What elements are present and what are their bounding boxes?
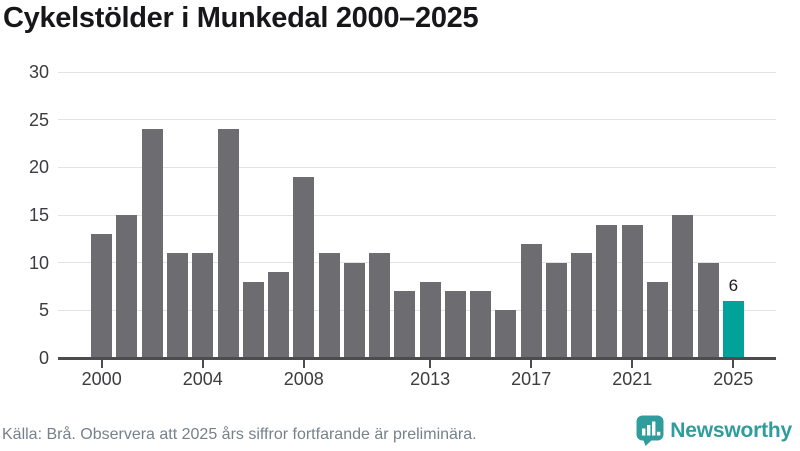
bar-2016 [495,310,517,358]
bar-2012 [394,291,416,358]
bar-2020 [596,224,618,358]
x-axis-label-2021: 2021 [612,369,653,389]
bar-2025 [722,300,744,358]
x-tick-2004 [201,359,204,368]
bar-2005 [217,129,239,358]
bar-chart-speech-bubble-icon [636,415,664,446]
x-axis-label-2017: 2017 [511,369,552,389]
x-axis-line [58,356,776,360]
bar-2006 [242,281,264,358]
x-axis-label-2013: 2013 [410,369,451,389]
bar-2023 [672,215,694,358]
gridline-y30 [58,71,776,73]
bar-2022 [647,281,668,358]
newsworthy-logo: Newsworthy [636,415,792,446]
highlight-value-label: 6 [728,275,739,295]
bar-2014 [444,291,466,358]
newsworthy-wordmark: Newsworthy [670,418,792,442]
bar-2001 [116,215,138,358]
bar-2018 [545,262,567,358]
x-tick-2000 [100,359,103,368]
bar-2010 [343,262,365,358]
bar-2011 [369,253,391,358]
source-note: Källa: Brå. Observera att 2025 års siffr… [2,426,477,443]
gridline-y15 [58,214,776,216]
bar-2015 [470,291,492,358]
bar-2007 [268,272,290,358]
x-tick-2008 [302,359,305,368]
gridline-y10 [58,262,776,264]
y-axis-label-0: 0 [38,348,49,368]
x-axis-label-2025: 2025 [713,369,754,389]
y-axis-label-30: 30 [28,62,49,82]
bar-2003 [166,253,188,358]
chart-title: Cykelstölder i Munkedal 2000–2025 [3,2,479,34]
x-tick-2025 [732,359,735,368]
y-axis-label-20: 20 [28,157,49,178]
bar-2008 [293,176,315,358]
y-axis-label-25: 25 [28,109,49,130]
y-axis-label-5: 5 [38,300,49,321]
bar-2000 [91,234,113,358]
bar-2024 [697,262,719,358]
x-tick-2021 [631,359,634,368]
x-tick-2013 [429,359,432,368]
x-axis-label-2004: 2004 [182,369,223,389]
bar-2021 [621,224,643,358]
gridline-y5 [58,309,776,311]
bar-2009 [318,253,340,358]
x-axis-label-2008: 2008 [283,369,324,389]
bar-2004 [192,253,214,358]
gridline-y25 [58,119,776,121]
bar-2017 [520,243,542,358]
bar-2013 [419,281,441,358]
y-axis-label-10: 10 [28,252,49,273]
bar-2002 [141,129,163,358]
bar-2019 [571,253,593,358]
x-tick-2017 [530,359,533,368]
y-axis-label-15: 15 [28,205,49,225]
gridline-y20 [58,166,776,168]
x-axis-label-2000: 2000 [81,369,122,389]
